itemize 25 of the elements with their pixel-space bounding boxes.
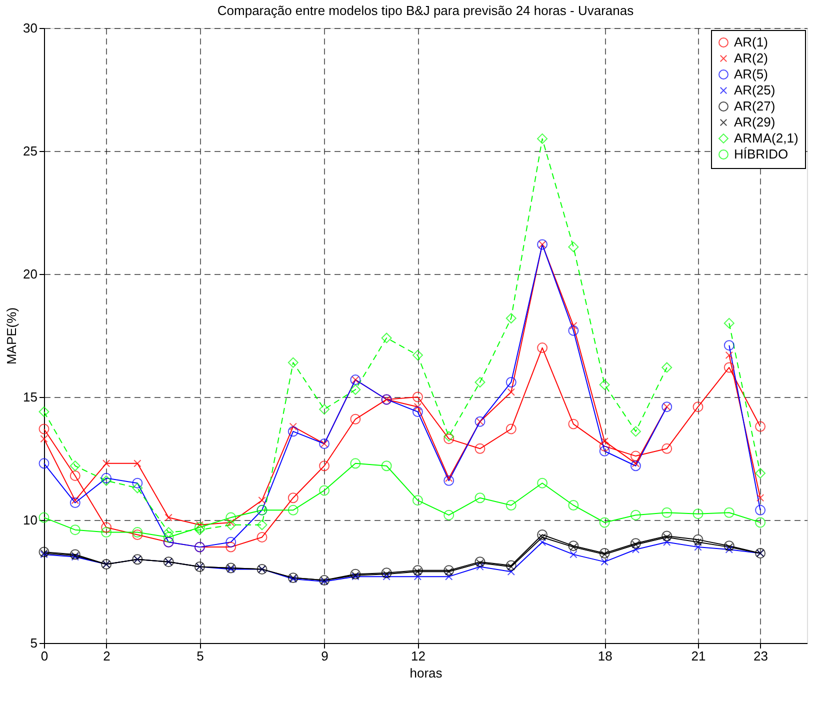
x-tick-label: 5 [196,648,204,664]
x-tick-label: 9 [321,648,328,664]
y-tick-label: 15 [23,390,38,404]
legend-label: HÍBRIDO [734,146,788,162]
chart-title: Comparação entre modelos tipo B&J para previsão 24 horas - Uvaranas [217,3,634,18]
legend-label: ARMA(2,1) [734,130,798,146]
legend-label: AR(2) [734,50,768,66]
x-tick-label: 0 [40,648,48,664]
x-tick-label: 21 [691,648,706,664]
x-tick-label: 12 [410,648,426,664]
y-tick-label: 5 [30,636,38,650]
x-tick-label: 23 [754,648,768,664]
x-tick-label: 18 [598,648,612,664]
legend-label: AR(5) [734,66,768,82]
x-axis-title: horas [410,666,443,680]
legend-label: AR(29) [734,114,776,130]
legend-label: AR(25) [734,82,776,98]
y-axis-title: MAPE(%) [4,307,20,365]
y-tick-label: 10 [23,512,38,528]
y-tick-label: 20 [23,266,38,282]
legend-label: AR(27) [734,98,776,114]
x-tick-label: 2 [103,648,110,664]
legend-label: AR(1) [734,34,768,50]
y-tick-label: 30 [23,20,38,36]
y-tick-label: 25 [23,144,38,158]
